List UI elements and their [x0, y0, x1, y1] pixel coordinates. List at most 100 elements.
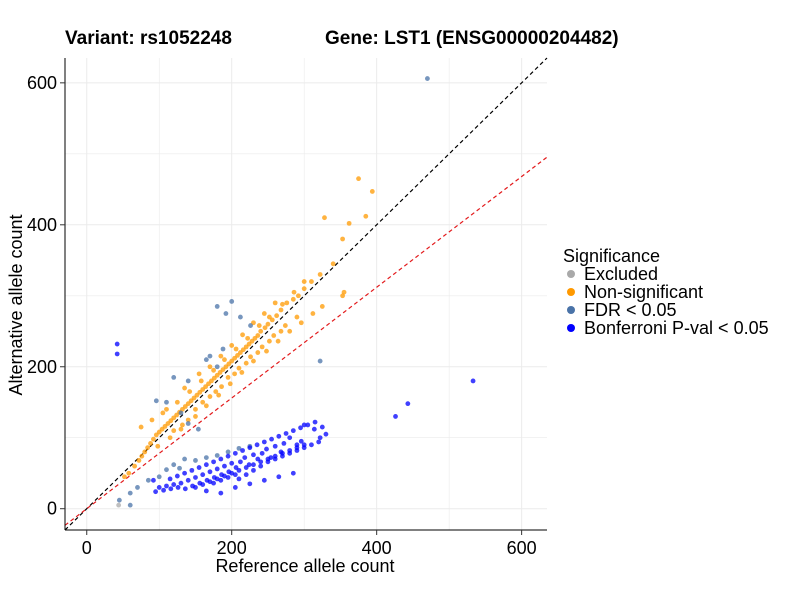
data-point — [236, 467, 242, 473]
data-point — [240, 332, 245, 338]
data-point — [213, 389, 219, 394]
data-point — [245, 335, 251, 341]
data-point — [271, 333, 277, 338]
data-point — [251, 467, 256, 473]
data-point — [218, 490, 224, 496]
data-point — [295, 293, 301, 299]
data-point — [298, 320, 304, 326]
data-point — [258, 463, 264, 469]
data-point — [175, 485, 181, 490]
data-point — [393, 414, 398, 419]
data-point — [114, 341, 120, 347]
data-point — [301, 442, 307, 448]
data-point — [247, 445, 253, 451]
data-point — [225, 449, 231, 455]
data-point — [225, 475, 231, 480]
data-point — [280, 301, 285, 307]
data-point — [182, 385, 187, 391]
data-point — [301, 286, 307, 292]
axes: 0 200 400 600 0 200 400 600 — [27, 58, 547, 558]
data-point — [200, 399, 206, 405]
legend-label: Excluded — [584, 264, 658, 284]
data-point — [200, 482, 206, 487]
data-point — [232, 450, 238, 456]
data-point — [178, 480, 184, 486]
data-point — [290, 470, 296, 476]
reference-line — [64, 156, 548, 526]
data-point — [251, 452, 256, 458]
data-point — [220, 346, 226, 352]
data-point — [261, 477, 267, 483]
data-point — [280, 450, 285, 456]
data-point — [319, 424, 325, 430]
data-point — [229, 343, 235, 348]
data-point — [189, 467, 195, 473]
data-point — [301, 422, 307, 428]
data-point — [301, 279, 307, 284]
data-point — [218, 456, 224, 462]
data-point — [259, 344, 265, 350]
data-point — [182, 470, 187, 476]
data-point — [356, 176, 361, 182]
legend-swatch — [567, 288, 575, 296]
data-point — [369, 189, 375, 194]
x-tick-label: 0 — [82, 538, 92, 558]
data-point — [214, 453, 220, 458]
data-point — [198, 378, 204, 384]
data-point — [214, 476, 220, 482]
data-point — [145, 445, 151, 451]
data-point — [222, 463, 227, 469]
data-point — [264, 446, 269, 452]
data-point — [180, 422, 185, 428]
data-point — [225, 453, 231, 459]
data-point — [138, 424, 144, 430]
x-tick-label: 400 — [362, 538, 392, 558]
data-point — [317, 272, 323, 277]
data-point — [298, 425, 303, 431]
data-point — [243, 360, 249, 366]
legend-swatch — [567, 306, 575, 314]
data-point — [139, 453, 145, 459]
legend-label: FDR < 0.05 — [584, 300, 677, 320]
data-point — [207, 394, 213, 399]
data-point — [171, 462, 177, 468]
data-point — [243, 472, 249, 478]
data-point — [282, 323, 288, 328]
data-point — [182, 456, 187, 462]
data-point — [232, 472, 238, 478]
y-axis-title: Alternative allele count — [6, 214, 26, 395]
data-point — [219, 384, 224, 390]
data-point — [276, 474, 282, 480]
legend-title: Significance — [563, 246, 660, 266]
data-point — [291, 289, 297, 295]
data-point — [233, 346, 239, 352]
data-point — [238, 314, 243, 320]
data-point — [174, 473, 180, 479]
y-tick-label: 400 — [27, 215, 57, 235]
data-point — [229, 460, 235, 466]
data-point — [363, 213, 369, 219]
legend-swatch — [567, 270, 575, 278]
data-point — [258, 328, 264, 334]
data-point — [248, 323, 253, 328]
data-point — [256, 323, 262, 328]
data-point — [340, 236, 346, 242]
data-point — [156, 485, 162, 490]
data-point — [470, 378, 476, 384]
data-point — [236, 365, 242, 371]
data-point — [211, 367, 216, 373]
data-point — [284, 300, 290, 306]
data-point — [322, 215, 327, 221]
data-point — [196, 371, 202, 377]
data-point — [248, 354, 253, 360]
data-point — [222, 473, 227, 479]
x-axis-title: Reference allele count — [215, 556, 394, 576]
data-point — [214, 466, 220, 472]
data-point — [203, 455, 209, 461]
data-point — [193, 485, 198, 490]
data-point — [243, 465, 249, 470]
data-point — [229, 299, 235, 304]
data-point — [126, 470, 132, 476]
grid — [65, 58, 547, 530]
data-point — [232, 485, 238, 490]
